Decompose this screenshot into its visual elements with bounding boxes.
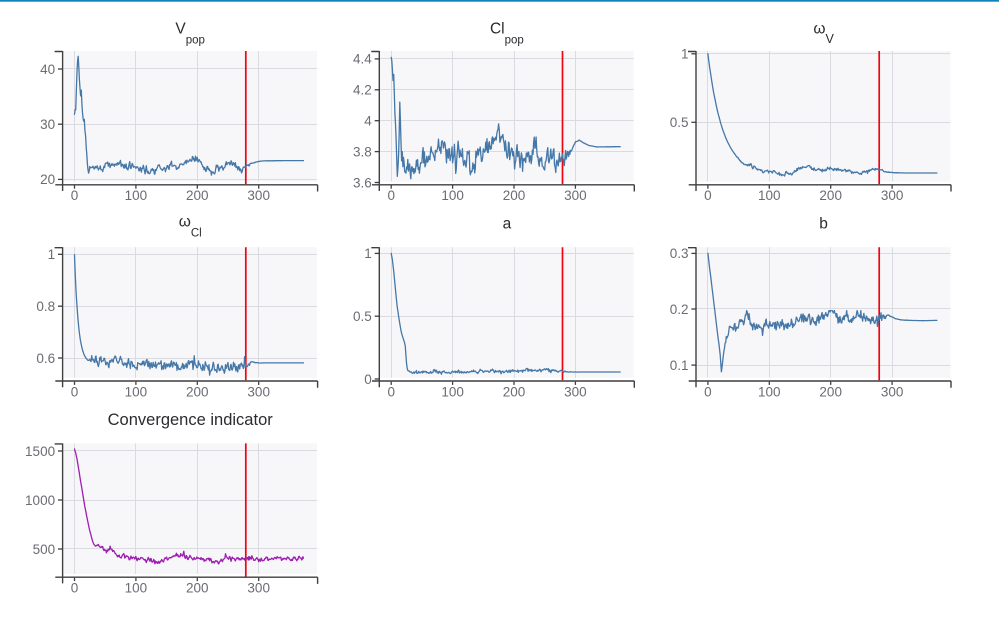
svg-text:0: 0 — [71, 384, 79, 399]
svg-text:100: 100 — [758, 188, 781, 203]
svg-text:0.2: 0.2 — [670, 302, 689, 317]
svg-text:4.4: 4.4 — [353, 52, 372, 67]
svg-text:1: 1 — [48, 247, 56, 262]
svg-text:300: 300 — [564, 188, 587, 203]
svg-text:200: 200 — [819, 188, 842, 203]
svg-text:200: 200 — [503, 188, 526, 203]
svg-text:30: 30 — [40, 117, 55, 132]
svg-text:0: 0 — [364, 372, 372, 387]
svg-text:200: 200 — [186, 384, 209, 399]
svg-text:0.5: 0.5 — [353, 309, 372, 324]
svg-text:300: 300 — [247, 581, 270, 596]
svg-text:b: b — [819, 216, 828, 233]
svg-text:0: 0 — [387, 384, 395, 399]
svg-text:0.6: 0.6 — [36, 351, 55, 366]
svg-text:3.6: 3.6 — [353, 175, 372, 190]
svg-text:0.8: 0.8 — [36, 299, 55, 314]
svg-text:300: 300 — [881, 188, 904, 203]
svg-text:200: 200 — [186, 188, 209, 203]
svg-text:500: 500 — [33, 542, 56, 557]
svg-text:200: 200 — [503, 384, 526, 399]
svg-text:0: 0 — [704, 384, 712, 399]
svg-text:0: 0 — [704, 188, 712, 203]
svg-text:4.2: 4.2 — [353, 83, 372, 98]
svg-text:300: 300 — [247, 188, 270, 203]
svg-text:100: 100 — [125, 384, 148, 399]
svg-text:ωV: ωV — [813, 20, 834, 46]
svg-text:100: 100 — [441, 384, 464, 399]
svg-text:100: 100 — [758, 384, 781, 399]
svg-text:Convergence indicator: Convergence indicator — [108, 411, 274, 429]
svg-text:300: 300 — [247, 384, 270, 399]
svg-text:0: 0 — [71, 581, 79, 596]
svg-text:0: 0 — [71, 188, 79, 203]
svg-text:1000: 1000 — [25, 493, 55, 508]
svg-text:a: a — [503, 216, 512, 233]
svg-text:300: 300 — [564, 384, 587, 399]
svg-text:20: 20 — [40, 172, 55, 187]
svg-text:Vpop: Vpop — [175, 20, 205, 46]
svg-text:ωCl: ωCl — [179, 214, 202, 240]
svg-text:1: 1 — [364, 246, 372, 261]
svg-text:100: 100 — [125, 581, 148, 596]
svg-text:0.1: 0.1 — [670, 358, 689, 373]
svg-text:40: 40 — [40, 62, 55, 77]
svg-text:1: 1 — [681, 47, 689, 62]
svg-text:100: 100 — [441, 188, 464, 203]
svg-text:300: 300 — [881, 384, 904, 399]
svg-text:200: 200 — [186, 581, 209, 596]
svg-text:4: 4 — [364, 114, 372, 129]
svg-text:0.5: 0.5 — [670, 115, 689, 130]
svg-text:0.3: 0.3 — [670, 246, 689, 261]
svg-text:Clpop: Clpop — [490, 20, 524, 46]
svg-text:1500: 1500 — [25, 444, 55, 459]
svg-text:100: 100 — [125, 188, 148, 203]
svg-text:0: 0 — [387, 188, 395, 203]
svg-text:200: 200 — [819, 384, 842, 399]
svg-text:3.8: 3.8 — [353, 144, 372, 159]
